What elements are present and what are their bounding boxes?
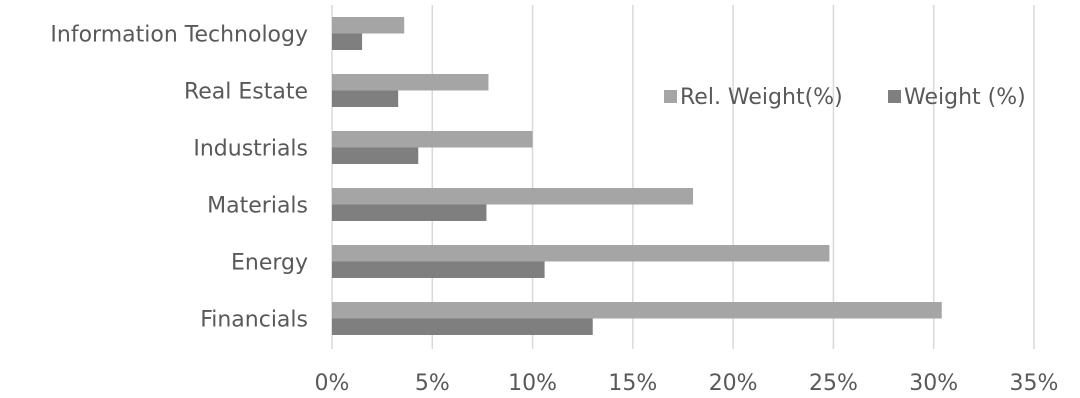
x-tick-label: 5%: [415, 371, 450, 396]
category-label: Financials: [200, 308, 308, 333]
x-tick-label: 20%: [709, 371, 758, 396]
legend-swatch: [888, 90, 901, 103]
bar-rel-weight: [332, 302, 942, 319]
category-label: Information Technology: [50, 23, 308, 48]
bar-weight: [332, 33, 363, 50]
bar-rel-weight: [332, 131, 533, 148]
x-tick-label: 10%: [508, 371, 557, 396]
bars: [332, 17, 942, 335]
bar-rel-weight: [332, 245, 830, 262]
bar-weight: [332, 318, 593, 335]
legend-label: Weight (%): [904, 85, 1026, 110]
category-label: Real Estate: [184, 80, 308, 105]
bar-weight: [332, 204, 487, 221]
category-label: Energy: [231, 251, 308, 276]
bar-rel-weight: [332, 188, 694, 205]
x-tick-labels: 0% 5% 10% 15% 20% 25% 30% 35%: [315, 371, 1059, 396]
x-tick-label: 25%: [809, 371, 858, 396]
legend: Rel. Weight(%) Weight (%): [664, 85, 1026, 110]
grid: [331, 5, 1035, 349]
category-labels: Information Technology Real Estate Industr…: [50, 23, 308, 333]
bar-rel-weight: [332, 17, 405, 34]
legend-swatch: [664, 90, 677, 103]
category-label: Industrials: [193, 137, 308, 162]
bar-weight: [332, 261, 545, 278]
bar-weight: [332, 90, 399, 107]
x-tick-label: 0%: [315, 371, 350, 396]
legend-label: Rel. Weight(%): [680, 85, 843, 110]
x-tick-label: 15%: [608, 371, 657, 396]
bar-weight: [332, 147, 419, 164]
category-label: Materials: [207, 194, 308, 219]
x-tick-label: 30%: [909, 371, 958, 396]
bar-rel-weight: [332, 74, 489, 91]
x-tick-label: 35%: [1010, 371, 1059, 396]
